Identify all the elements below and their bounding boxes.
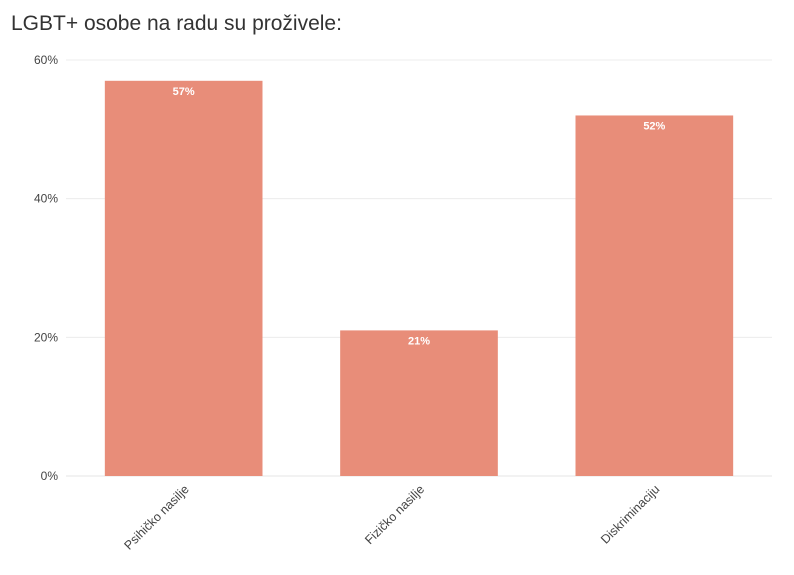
x-axis-ticks: Psihičko nasilje Fizičko nasilje Diskrimin… (121, 482, 662, 552)
x-tick-label: Psihičko nasilje (121, 482, 191, 552)
y-tick-label: 40% (34, 192, 58, 206)
y-tick-label: 0% (41, 469, 59, 483)
bar (104, 80, 263, 477)
chart-title: LGBT+ osobe na radu su proživele: (11, 12, 342, 35)
y-tick-label: 20% (34, 330, 58, 344)
data-label: 21% (408, 335, 430, 347)
y-tick-label: 60% (34, 53, 58, 67)
data-label: 57% (173, 86, 195, 98)
bar (575, 115, 734, 476)
data-label: 52% (643, 120, 665, 132)
data-labels: 57% 21% 52% (173, 86, 666, 348)
x-tick-label: Fizičko nasilje (362, 482, 427, 547)
bars (104, 80, 734, 477)
x-tick-label: Diskriminaciju (598, 482, 662, 546)
bar (340, 330, 498, 476)
y-axis-ticks: 0% 20% 40% 60% (34, 53, 58, 483)
